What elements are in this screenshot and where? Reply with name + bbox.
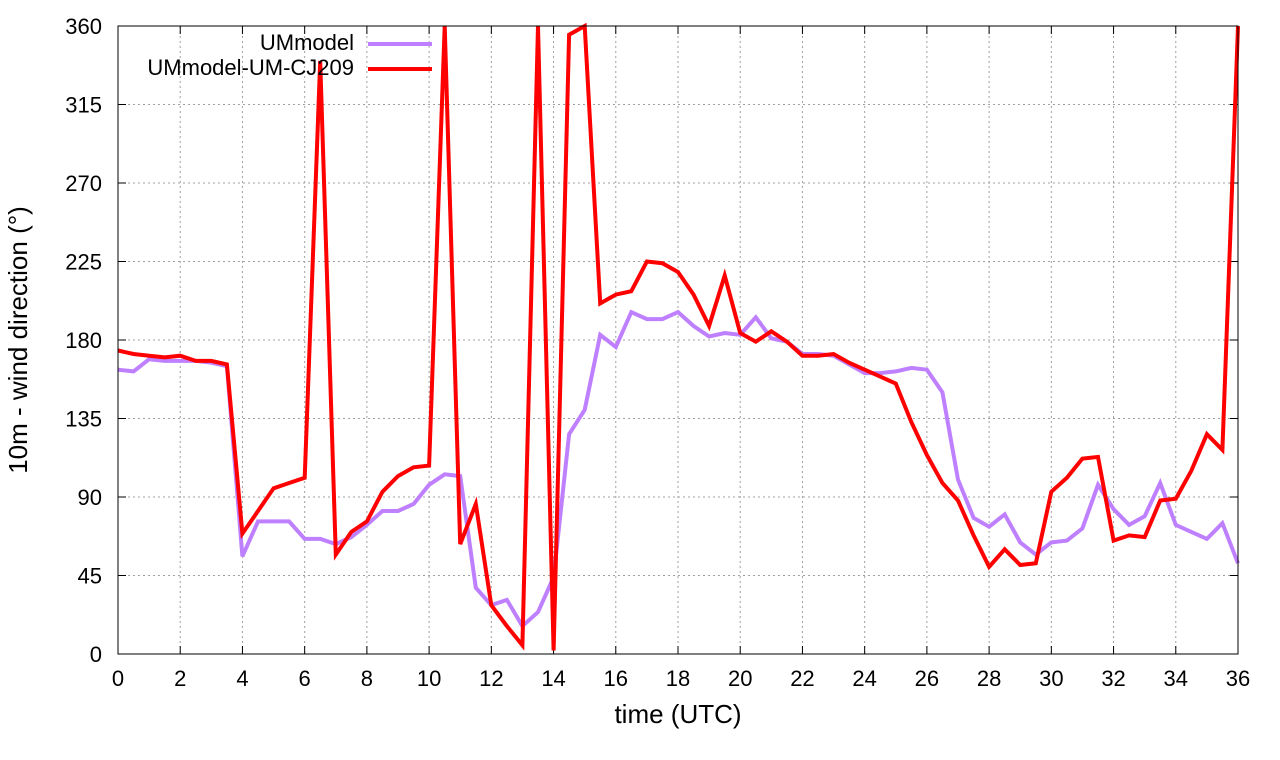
x-tick-label: 26 [915,666,939,691]
x-tick-label: 20 [728,666,752,691]
x-tick-label: 36 [1226,666,1250,691]
y-tick-label: 180 [65,328,102,353]
x-axis-label: time (UTC) [614,699,741,729]
y-tick-label: 90 [78,485,102,510]
y-tick-label: 360 [65,14,102,39]
x-tick-label: 30 [1039,666,1063,691]
y-tick-label: 270 [65,171,102,196]
x-tick-label: 32 [1101,666,1125,691]
x-tick-label: 8 [361,666,373,691]
tick-labels: 0 2 4 6 8 10 12 14 16 18 20 22 24 26 28 30 32 34 360459013… [65,14,1250,691]
x-tick-label: 2 [174,666,186,691]
x-tick-label: 34 [1164,666,1188,691]
x-tick-label: 12 [479,666,503,691]
x-tick-label: 16 [604,666,628,691]
series-lines [117,22,1240,651]
y-tick-label: 0 [90,642,102,667]
x-tick-label: 0 [112,666,124,691]
x-tick-label: 4 [236,666,248,691]
series-line-ummodel [117,309,1240,630]
x-tick-label: 14 [541,666,565,691]
y-axis-label: 10m - wind direction (°) [3,206,33,474]
x-tick-label: 18 [666,666,690,691]
legend-label-ummodel-um-cj209: UMmodel-UM-CJ209 [147,55,354,80]
y-tick-label: 225 [65,250,102,275]
legend: UMmodel UMmodel-UM-CJ209 [147,30,432,80]
x-tick-label: 6 [299,666,311,691]
x-tick-label: 22 [790,666,814,691]
x-tick-label: 10 [417,666,441,691]
gridlines [118,26,1238,654]
y-tick-label: 315 [65,93,102,118]
series-line-ummodel-um-cj209 [117,22,1240,651]
plot-frame [117,25,1239,655]
y-tick-label: 45 [78,564,102,589]
x-tick-label: 28 [977,666,1001,691]
x-tick-label: 24 [852,666,876,691]
y-tick-label: 135 [65,407,102,432]
legend-label-ummodel: UMmodel [260,30,354,55]
